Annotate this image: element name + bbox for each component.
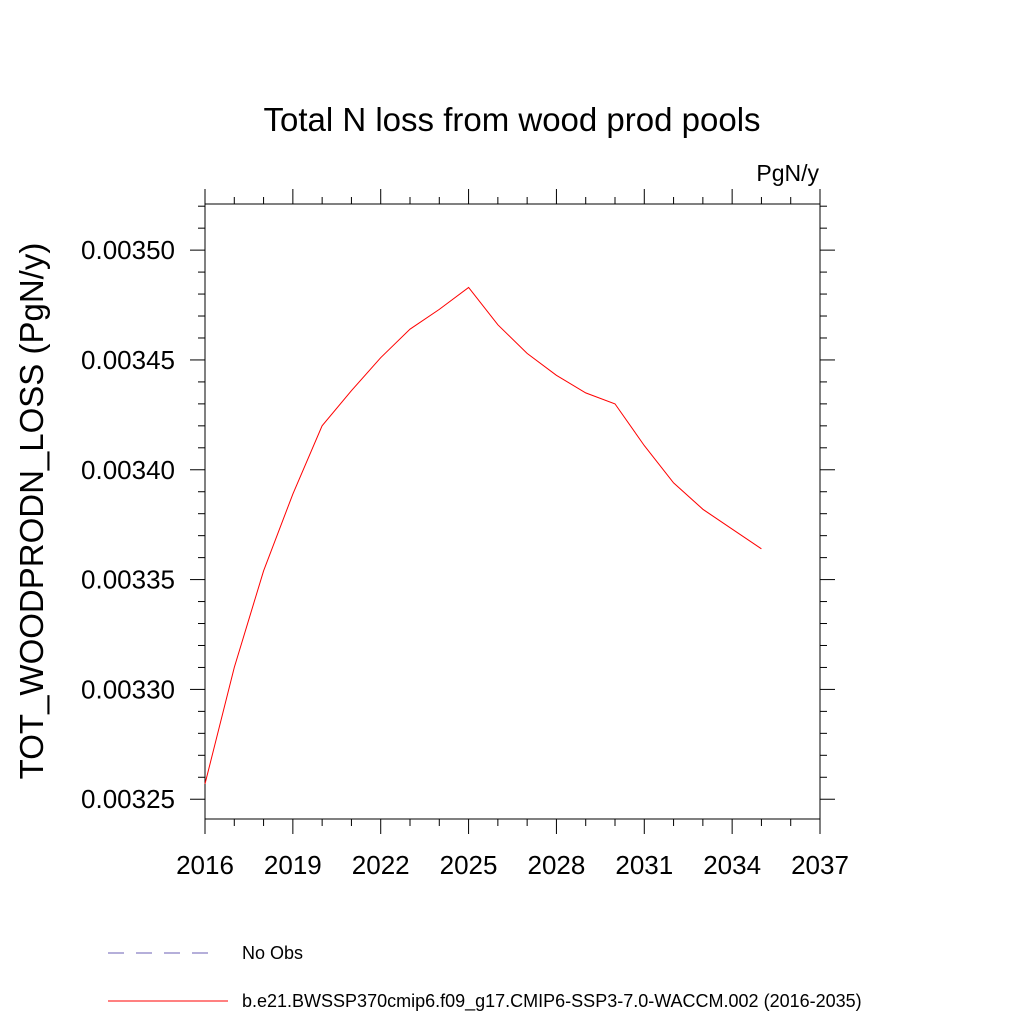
x-tick-label: 2022: [352, 850, 410, 880]
plot-area: [204, 203, 821, 820]
x-axis: 2016 2019 2022 2025 2028 2031 2034 2037: [176, 189, 849, 880]
y-tick-label: 0.00330: [81, 674, 175, 704]
series-layer: [204, 286, 762, 785]
y-axis: 0.00325 0.00330 0.00335 0.00340 0.00345 0.003…: [81, 205, 835, 814]
x-tick-label: 2016: [176, 850, 234, 880]
series-line-1: [204, 286, 762, 785]
legend: No Obs b.e21.BWSSP370cmip6.f09_g17.CMIP6…: [108, 943, 862, 1012]
x-tick-label: 2025: [440, 850, 498, 880]
y-axis-label: TOT_WOODPRODN_LOSS (PgN/y): [13, 243, 50, 780]
x-tick-label: 2028: [528, 850, 586, 880]
x-tick-label: 2031: [615, 850, 673, 880]
legend-label-no-obs: No Obs: [242, 943, 303, 963]
chart-title: Total N loss from wood prod pools: [263, 101, 760, 138]
x-tick-label: 2034: [703, 850, 761, 880]
y-tick-label: 0.00325: [81, 784, 175, 814]
legend-label-model-run: b.e21.BWSSP370cmip6.f09_g17.CMIP6-SSP3-7…: [242, 991, 862, 1012]
plot-border: [204, 203, 821, 820]
units-label: PgN/y: [756, 160, 819, 186]
y-tick-label: 0.00350: [81, 235, 175, 265]
x-tick-label: 2037: [791, 850, 849, 880]
y-tick-label: 0.00340: [81, 455, 175, 485]
y-tick-label: 0.00335: [81, 565, 175, 595]
y-tick-label: 0.00345: [81, 345, 175, 375]
x-tick-label: 2019: [264, 850, 322, 880]
